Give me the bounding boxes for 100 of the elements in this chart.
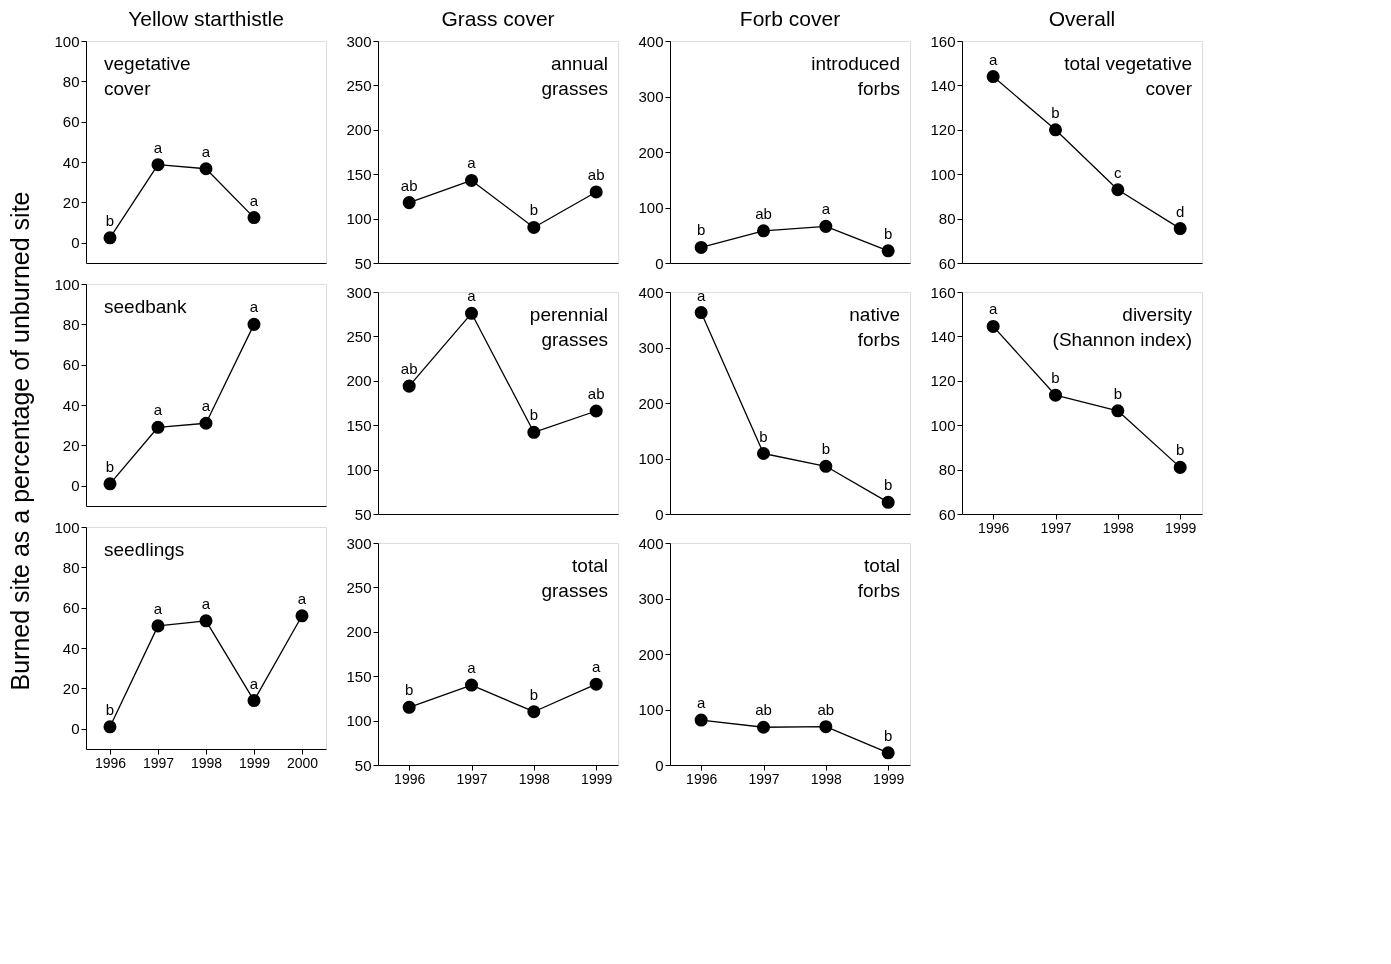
annotation: vegetative cover: [104, 53, 191, 99]
annotation: a: [249, 191, 259, 209]
y-tick-label: 300: [346, 32, 372, 50]
annotation: diversity (Shannon index): [1052, 304, 1193, 350]
x-tick-label: 1998: [810, 770, 843, 787]
point: [199, 614, 213, 628]
y-tick-label: 140: [930, 327, 956, 345]
annotation: b: [759, 427, 768, 445]
x-tick-label: 1996: [94, 754, 127, 771]
point: [819, 720, 833, 734]
annotation: ab: [817, 700, 835, 718]
annotation: b: [884, 224, 893, 242]
y-tick-label: 300: [638, 339, 664, 356]
y-tick-label: 250: [346, 76, 372, 94]
point: [151, 158, 165, 172]
annotation: b: [1176, 441, 1185, 459]
annotation: a: [697, 694, 706, 712]
y-tick-label: 120: [930, 121, 956, 139]
point: [103, 720, 117, 734]
point: [589, 404, 603, 418]
annotation: b: [405, 681, 414, 699]
point: [819, 459, 833, 473]
chart-title: Grass cover: [441, 7, 555, 30]
annotation: ab: [400, 176, 418, 194]
y-tick-label: 60: [62, 356, 80, 374]
y-tick-label: 400: [638, 283, 664, 301]
y-tick-label: 200: [346, 121, 372, 139]
point: [881, 244, 895, 258]
point: [402, 196, 416, 210]
y-tick-label: 0: [71, 720, 80, 738]
y-tick-label: 0: [71, 234, 80, 252]
y-tick-label: 160: [930, 283, 956, 301]
annotation: b: [529, 201, 539, 219]
annotation: seedbank: [104, 296, 187, 317]
y-tick-label: 60: [938, 254, 956, 272]
y-tick-label: 40: [62, 396, 80, 414]
point: [402, 379, 416, 393]
annotation: introduced forbs: [811, 53, 900, 99]
annotation: a: [697, 286, 706, 304]
annotation: a: [153, 138, 163, 156]
x-tick-label: 1998: [518, 770, 551, 787]
annotation: a: [153, 599, 163, 617]
y-tick-label: 80: [938, 461, 956, 479]
y-tick-label: 0: [655, 756, 664, 774]
y-tick-label: 20: [62, 679, 80, 697]
point: [151, 420, 165, 434]
y-tick-label: 0: [655, 254, 664, 272]
y-tick-label: 40: [62, 639, 80, 657]
annotation: a: [989, 50, 998, 68]
point: [199, 162, 213, 176]
point: [1048, 123, 1063, 137]
x-tick-label: 1998: [1102, 519, 1135, 536]
annotation: total vegetative cover: [1064, 53, 1193, 99]
point: [986, 319, 1000, 333]
y-tick-label: 200: [346, 372, 372, 390]
x-tick-label: 1996: [978, 519, 1010, 536]
annotation: b: [105, 211, 115, 229]
point: [589, 185, 603, 199]
y-tick-label: 100: [54, 275, 80, 293]
annotation: a: [201, 397, 211, 415]
point: [986, 70, 1000, 84]
annotation: b: [105, 700, 115, 718]
annotation: b: [697, 221, 706, 239]
point: [247, 211, 261, 225]
y-tick-label: 20: [62, 193, 80, 211]
x-tick-label: 1997: [456, 770, 488, 787]
annotation: b: [105, 457, 115, 475]
chart-title: Forb cover: [739, 7, 841, 30]
annotation: b: [821, 440, 831, 458]
point: [464, 173, 479, 187]
annotation: a: [201, 594, 211, 612]
y-tick-label: 80: [938, 210, 956, 228]
y-tick-label: 400: [638, 32, 664, 50]
y-tick-label: 100: [930, 416, 956, 434]
y-tick-label: 100: [54, 32, 80, 50]
x-tick-label: 1997: [142, 754, 175, 771]
annotation: a: [201, 142, 211, 160]
point: [527, 220, 541, 234]
y-tick-label: 100: [346, 712, 372, 730]
y-tick-label: 50: [354, 505, 372, 523]
y-tick-label: 200: [346, 623, 372, 641]
point: [199, 416, 213, 430]
point: [1111, 404, 1125, 418]
point: [295, 609, 309, 623]
y-tick-label: 250: [346, 327, 372, 345]
annotation: total grasses: [541, 555, 608, 601]
annotation: a: [821, 200, 831, 218]
point: [881, 746, 895, 760]
point: [694, 713, 708, 727]
y-tick-label: 300: [346, 283, 372, 301]
y-tick-label: 80: [62, 315, 80, 333]
y-tick-label: 250: [346, 578, 372, 596]
annotation: a: [249, 674, 259, 692]
point: [527, 705, 541, 719]
x-tick-label: 1996: [394, 770, 426, 787]
annotation: b: [884, 476, 893, 494]
x-tick-label: 1996: [686, 770, 718, 787]
point: [694, 306, 708, 320]
y-tick-label: 100: [930, 165, 956, 183]
point: [103, 231, 117, 245]
